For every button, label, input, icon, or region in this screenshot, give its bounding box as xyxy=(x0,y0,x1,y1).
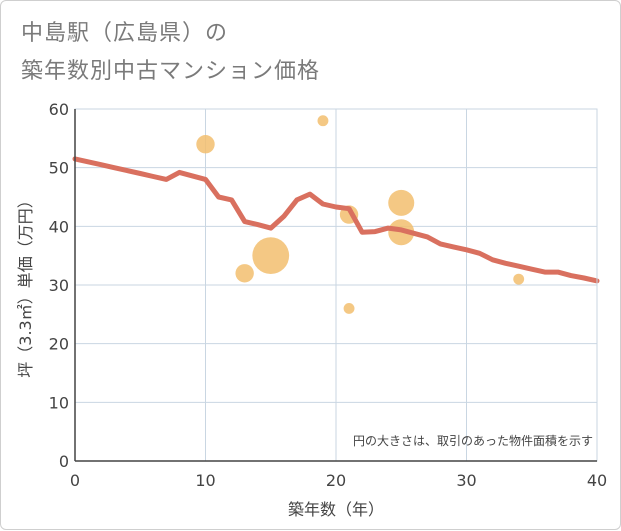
y-tick-label: 10 xyxy=(49,393,69,412)
x-tick-label: 30 xyxy=(456,471,476,490)
bubble xyxy=(388,189,415,216)
bubble xyxy=(235,264,254,283)
bubble xyxy=(196,135,215,154)
y-axis-label: 坪（3.3㎡）単価（万円） xyxy=(16,192,35,377)
x-tick-label: 0 xyxy=(70,471,80,490)
y-tick-label: 20 xyxy=(49,335,69,354)
bubble xyxy=(343,303,355,314)
y-tick-label: 40 xyxy=(49,217,69,236)
bubbles xyxy=(196,115,525,314)
y-tick-label: 30 xyxy=(49,276,69,295)
y-tick-label: 60 xyxy=(49,100,69,119)
x-tick-label: 10 xyxy=(195,471,215,490)
tick-labels: 0 10 20 30 40 0 10 20 30 40 50 60 xyxy=(49,100,608,490)
chart-title-line1: 中島駅（広島県）の xyxy=(21,21,229,46)
bubble xyxy=(513,273,525,285)
size-note: 円の大きさは、取引のあった物件面積を示す xyxy=(353,433,593,448)
y-tick-label: 0 xyxy=(59,452,69,471)
x-tick-label: 40 xyxy=(587,471,607,490)
x-axis-label: 築年数（年） xyxy=(288,500,384,519)
chart-title: 中島駅（広島県）の 築年数別中古マンション価格 xyxy=(21,15,320,91)
chart-title-line2: 築年数別中古マンション価格 xyxy=(21,59,321,84)
y-tick-label: 50 xyxy=(49,159,69,178)
grid xyxy=(75,109,597,461)
bubble xyxy=(252,237,290,275)
axes xyxy=(74,108,598,462)
trend-line-group xyxy=(72,156,600,284)
x-tick-label: 20 xyxy=(326,471,346,490)
trend-line xyxy=(72,156,600,284)
bubble xyxy=(317,115,329,127)
